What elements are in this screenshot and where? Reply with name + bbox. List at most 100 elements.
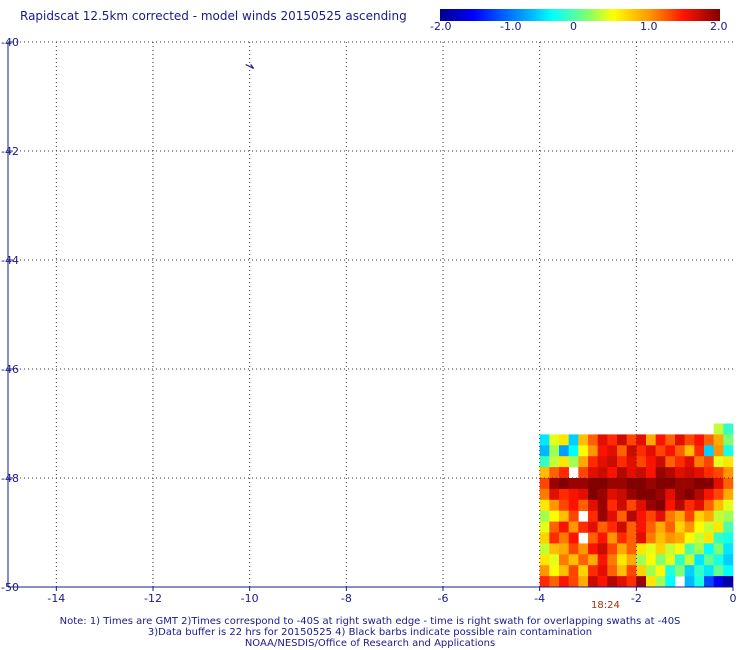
heatmap-cell: [539, 456, 550, 468]
heatmap-cell: [568, 554, 579, 566]
heatmap-cell: [694, 488, 705, 501]
heatmap-cell: [597, 456, 608, 468]
heatmap-cell: [694, 478, 705, 490]
colorbar-segment: [622, 9, 625, 21]
heatmap-cell: [646, 565, 656, 577]
heatmap-cell: [713, 510, 724, 522]
heatmap-cell: [704, 532, 714, 544]
colorbar-segment: [644, 9, 647, 21]
colorbar-segment: [700, 9, 703, 21]
heatmap-cell: [588, 565, 598, 577]
colorbar-segment: [616, 9, 619, 21]
colorbar-segment: [556, 9, 559, 21]
heatmap-cell: [665, 543, 676, 555]
heatmap-cell: [607, 532, 618, 544]
colorbar-segment: [660, 9, 663, 21]
heatmap-cell: [655, 478, 666, 490]
colorbar-segment: [612, 9, 615, 21]
heatmap-cell: [694, 565, 705, 577]
colorbar-segment: [462, 9, 465, 21]
heatmap-cell: [588, 456, 598, 468]
colorbar-segment: [546, 9, 549, 21]
heatmap-cell: [626, 565, 637, 577]
colorbar-segment: [480, 9, 483, 21]
heatmap-cell: [684, 499, 695, 511]
heatmap-cell: [626, 510, 637, 522]
colorbar-segment: [590, 9, 593, 21]
heatmap-cell: [578, 499, 589, 511]
heatmap-cell: [684, 532, 695, 544]
heatmap-cell: [539, 554, 550, 566]
heatmap-cell: [549, 445, 560, 457]
heatmap-cell: [704, 478, 714, 490]
heatmap-cell: [694, 510, 705, 522]
heatmap-cell: [539, 576, 550, 588]
heatmap-cell: [578, 543, 589, 555]
heatmap-cell: [559, 543, 569, 555]
colorbar-segment: [608, 9, 611, 21]
heatmap-cell: [607, 565, 618, 577]
note-line-3: NOAA/NESDIS/Office of Research and Appli…: [244, 638, 496, 649]
colorbar-segment: [502, 9, 505, 21]
colorbar-segment: [522, 9, 525, 21]
colorbar-segment: [648, 9, 651, 21]
heatmap-cell: [568, 478, 579, 490]
heatmap-cell: [597, 467, 608, 479]
colorbar-segment: [710, 9, 713, 21]
colorbar-segment: [552, 9, 555, 21]
heatmap-cell: [713, 521, 724, 533]
heatmap-cell: [597, 554, 608, 566]
x-tick-label: -4: [534, 592, 545, 605]
colorbar-segment: [716, 9, 719, 21]
heatmap-cell: [549, 521, 560, 533]
heatmap-cell: [675, 554, 685, 566]
colorbar-segment: [518, 9, 521, 21]
heatmap-cell: [549, 532, 560, 544]
colorbar-segment: [456, 9, 459, 21]
heatmap-cell: [549, 565, 560, 577]
colorbar-segment: [572, 9, 575, 21]
heatmap-cell: [607, 521, 618, 533]
heatmap-cell: [636, 576, 647, 588]
colorbar-segment: [702, 9, 705, 21]
colorbar-segment: [618, 9, 621, 21]
heatmap-cell: [665, 554, 676, 566]
heatmap-cell: [646, 488, 656, 501]
heatmap-cell: [588, 532, 598, 544]
colorbar-segment: [496, 9, 499, 21]
heatmap-cell: [539, 434, 550, 446]
heatmap-cell: [675, 434, 685, 446]
heatmap-cell: [588, 510, 598, 522]
colorbar-segment: [470, 9, 473, 21]
heatmap-cell: [723, 456, 734, 468]
heatmap-cell: [578, 445, 589, 457]
heatmap-cell: [568, 445, 579, 457]
heatmap-cell: [704, 467, 714, 479]
heatmap-cell: [704, 521, 714, 533]
colorbar-segment: [528, 9, 531, 21]
heatmap-cell: [665, 576, 676, 588]
colorbar-segment: [602, 9, 605, 21]
heatmap-cell: [713, 565, 724, 577]
heatmap-cell: [723, 532, 734, 544]
heatmap-cell: [549, 488, 560, 501]
colorbar-segment: [450, 9, 453, 21]
heatmap-cell: [694, 543, 705, 555]
heatmap-cell: [684, 467, 695, 479]
heatmap-cell: [636, 456, 647, 468]
heatmap-cell: [588, 478, 598, 490]
heatmap-cell: [665, 532, 676, 544]
heatmap-cell: [675, 467, 685, 479]
heatmap-cell: [549, 478, 560, 490]
heatmap-cell: [704, 445, 714, 457]
heatmap-cell: [578, 467, 589, 479]
heatmap-cell: [607, 456, 618, 468]
colorbar: [440, 9, 720, 21]
x-tick-label: -2: [631, 592, 642, 605]
heatmap-cell: [684, 488, 695, 501]
heatmap-cell: [636, 467, 647, 479]
heatmap-cell: [646, 445, 656, 457]
heatmap-cell: [684, 456, 695, 468]
heatmap-cell: [617, 532, 627, 544]
heatmap-cell: [539, 565, 550, 577]
